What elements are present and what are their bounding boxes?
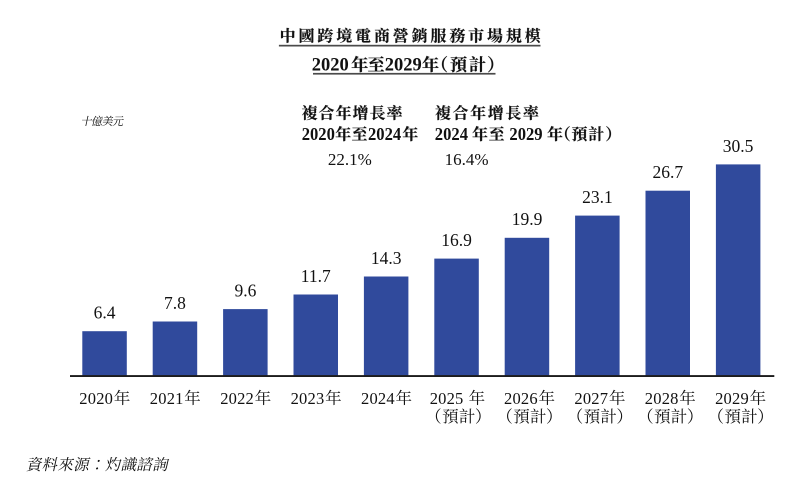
svg-text:16.4%: 16.4% [445,150,489,169]
svg-text:2024: 2024 [435,124,468,144]
svg-text:11.7: 11.7 [301,266,331,286]
svg-text:22.1%: 22.1% [328,150,372,169]
svg-text:2026: 2026 [504,389,538,408]
svg-text:16.9: 16.9 [441,230,472,250]
svg-text:2029: 2029 [715,389,749,408]
svg-text:2029: 2029 [385,56,422,76]
svg-text:23.1: 23.1 [582,187,613,207]
svg-text:2024: 2024 [361,389,395,408]
svg-text:2020: 2020 [79,389,113,408]
svg-text:30.5: 30.5 [723,136,754,156]
svg-text:2027: 2027 [574,389,608,408]
svg-text:2021: 2021 [150,389,184,408]
svg-text:2020: 2020 [302,124,335,144]
svg-text:9.6: 9.6 [234,281,256,301]
svg-text:7.8: 7.8 [164,293,186,313]
svg-text:19.9: 19.9 [512,209,543,229]
svg-text:2024: 2024 [368,124,401,144]
svg-text:2022: 2022 [220,389,254,408]
svg-text:2028: 2028 [645,389,679,408]
svg-text:2025: 2025 [430,389,464,408]
svg-text:6.4: 6.4 [94,303,116,323]
svg-text:26.7: 26.7 [652,162,683,182]
svg-text:2023: 2023 [291,389,325,408]
svg-text:2020: 2020 [312,56,349,76]
svg-text:2029: 2029 [509,124,542,144]
svg-text:14.3: 14.3 [371,248,402,268]
